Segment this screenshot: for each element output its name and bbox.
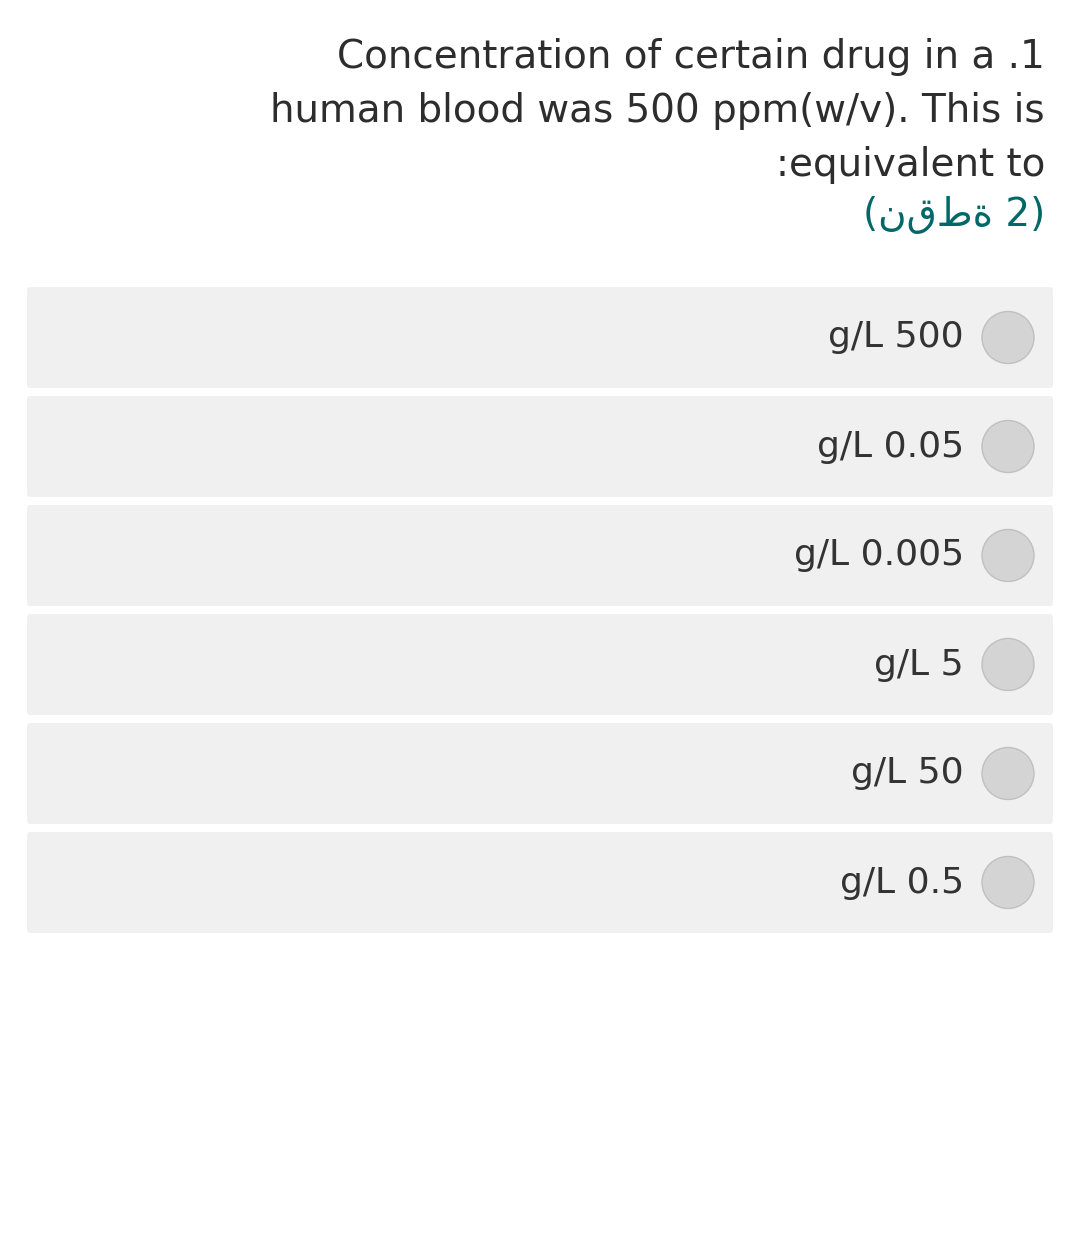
- FancyBboxPatch shape: [27, 614, 1053, 715]
- Circle shape: [982, 856, 1034, 909]
- Text: g/L 500: g/L 500: [828, 320, 964, 354]
- Text: g/L 0.5: g/L 0.5: [840, 866, 964, 900]
- Circle shape: [982, 748, 1034, 799]
- Text: human blood was 500 ppm(w/v). This is: human blood was 500 ppm(w/v). This is: [270, 92, 1045, 131]
- Circle shape: [982, 311, 1034, 364]
- Text: (نقطة 2): (نقطة 2): [863, 196, 1045, 233]
- Text: g/L 0.05: g/L 0.05: [816, 429, 964, 463]
- Circle shape: [982, 530, 1034, 581]
- Circle shape: [982, 639, 1034, 690]
- Text: g/L 0.005: g/L 0.005: [794, 538, 964, 572]
- FancyBboxPatch shape: [27, 397, 1053, 497]
- FancyBboxPatch shape: [27, 832, 1053, 932]
- Circle shape: [982, 420, 1034, 472]
- FancyBboxPatch shape: [27, 287, 1053, 388]
- FancyBboxPatch shape: [27, 505, 1053, 606]
- Text: g/L 50: g/L 50: [851, 757, 964, 791]
- FancyBboxPatch shape: [27, 723, 1053, 825]
- Text: g/L 5: g/L 5: [875, 648, 964, 681]
- Text: Concentration of certain drug in a .1: Concentration of certain drug in a .1: [337, 38, 1045, 77]
- Text: :equivalent to: :equivalent to: [775, 146, 1045, 184]
